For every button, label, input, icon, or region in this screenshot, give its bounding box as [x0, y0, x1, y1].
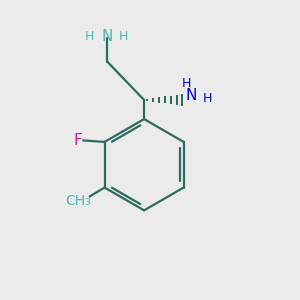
Text: H: H [203, 92, 212, 105]
Text: H: H [119, 30, 128, 43]
Text: H: H [182, 77, 191, 90]
Text: N: N [185, 88, 197, 103]
Text: N: N [102, 29, 113, 44]
Text: CH₃: CH₃ [65, 194, 91, 208]
Text: F: F [74, 133, 82, 148]
Text: H: H [85, 30, 94, 43]
